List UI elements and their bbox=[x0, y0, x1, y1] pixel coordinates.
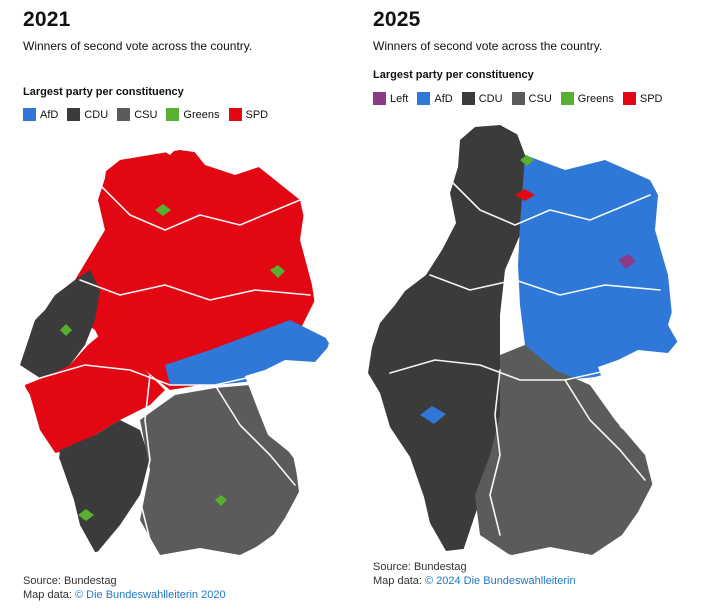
legend-label-left: Left bbox=[390, 92, 409, 105]
legend-item-cdu: CDU bbox=[461, 92, 503, 105]
legend-item-spd: SPD bbox=[228, 108, 269, 121]
greens-spot-freiburg bbox=[78, 509, 94, 521]
map-data-line: Map data: © 2024 Die Bundeswahlleiterin bbox=[373, 574, 576, 588]
subtitle: Winners of second vote across the countr… bbox=[23, 39, 253, 53]
border-5 bbox=[214, 384, 296, 486]
greens-spot-cologne bbox=[60, 324, 72, 336]
border-5 bbox=[564, 379, 646, 481]
legend-swatch-spd bbox=[622, 92, 636, 105]
legend-swatch-csu bbox=[511, 92, 525, 105]
border-3 bbox=[39, 364, 321, 386]
legend-item-left: Left bbox=[373, 92, 408, 105]
legend-swatch-greens bbox=[560, 92, 574, 105]
subtitle: Winners of second vote across the countr… bbox=[373, 39, 603, 53]
legend-swatch-left bbox=[373, 92, 386, 105]
greens-spot-berlin bbox=[270, 265, 285, 278]
legend-item-csu: CSU bbox=[117, 108, 157, 121]
legend-label-csu: CSU bbox=[134, 108, 158, 121]
legend-label-spd: SPD bbox=[245, 108, 269, 121]
legend-item-afd: AfD bbox=[417, 92, 453, 105]
left-spot-berlin bbox=[618, 254, 636, 269]
legend-item-spd: SPD bbox=[622, 92, 663, 105]
border-2 bbox=[79, 279, 311, 301]
panel-2025: 2025 Winners of second vote across the c… bbox=[350, 0, 705, 616]
border-2 bbox=[429, 274, 661, 296]
map-data-link[interactable]: © 2024 Die Bundeswahlleiterin bbox=[424, 575, 576, 587]
year-title: 2021 bbox=[23, 8, 71, 31]
panel-2021: 2021 Winners of second vote across the c… bbox=[0, 0, 350, 616]
border-1 bbox=[444, 174, 651, 226]
legend-item-greens: Greens bbox=[166, 108, 220, 121]
greens-spot-southwest bbox=[405, 489, 421, 501]
legend-title: Largest party per constituency bbox=[23, 86, 184, 98]
greens-spot-munich bbox=[215, 495, 227, 506]
legend-label-csu: CSU bbox=[528, 92, 552, 105]
region-east-afd bbox=[518, 155, 682, 380]
legend-swatch-afd bbox=[23, 108, 36, 121]
legend-label-afd: AfD bbox=[434, 92, 453, 105]
legend-label-spd: SPD bbox=[639, 92, 663, 105]
source-line: Source: Bundestag bbox=[373, 561, 467, 573]
map-2021 bbox=[20, 150, 330, 555]
legend-label-greens: Greens bbox=[183, 108, 220, 121]
legend: AfD CDU CSU Greens SPD bbox=[23, 108, 268, 121]
legend-swatch-afd bbox=[417, 92, 431, 105]
border-3 bbox=[389, 359, 671, 381]
region-south-csu bbox=[140, 385, 300, 555]
legend-swatch-cdu bbox=[67, 108, 81, 121]
map-data-link[interactable]: © Die Bundeswahlleiterin 2020 bbox=[74, 589, 226, 601]
legend-swatch-cdu bbox=[461, 92, 475, 105]
legend-item-cdu: CDU bbox=[67, 108, 108, 121]
map-data-prefix: Map data: bbox=[23, 589, 75, 601]
spd-spot-north bbox=[515, 189, 535, 201]
greens-spot-hamburg bbox=[155, 204, 171, 216]
region-south-csu bbox=[475, 345, 655, 555]
map-data-prefix: Map data: bbox=[373, 575, 425, 587]
legend-label-afd: AfD bbox=[40, 108, 59, 121]
map-data-line: Map data: © Die Bundeswahlleiterin 2020 bbox=[23, 588, 226, 602]
border-1 bbox=[94, 179, 301, 231]
legend-swatch-spd bbox=[228, 108, 242, 121]
map-2025 bbox=[368, 125, 682, 555]
spd-spot-southwest bbox=[70, 537, 90, 553]
legend-swatch-csu bbox=[117, 108, 131, 121]
border-4 bbox=[139, 374, 151, 541]
source-line: Source: Bundestag bbox=[23, 575, 117, 587]
legend-title: Largest party per constituency bbox=[373, 69, 534, 81]
year-title: 2025 bbox=[373, 8, 421, 31]
legend-item-afd: AfD bbox=[23, 108, 58, 121]
legend-label-cdu: CDU bbox=[84, 108, 109, 121]
afd-spot-west bbox=[420, 406, 446, 424]
legend: Left AfD CDU CSU Greens SPD bbox=[373, 92, 662, 105]
legend-item-greens: Greens bbox=[560, 92, 614, 105]
legend-label-cdu: CDU bbox=[478, 92, 503, 105]
region-west-spd bbox=[25, 335, 165, 455]
legend-label-greens: Greens bbox=[577, 92, 614, 105]
source-block: Source: Bundestag Map data: © Die Bundes… bbox=[23, 574, 226, 602]
source-block: Source: Bundestag Map data: © 2024 Die B… bbox=[373, 560, 576, 588]
legend-swatch-greens bbox=[166, 108, 180, 121]
legend-item-csu: CSU bbox=[511, 92, 552, 105]
border-4 bbox=[489, 369, 501, 536]
greens-spot-north bbox=[520, 155, 534, 166]
region-northwest-cdu bbox=[20, 270, 100, 378]
